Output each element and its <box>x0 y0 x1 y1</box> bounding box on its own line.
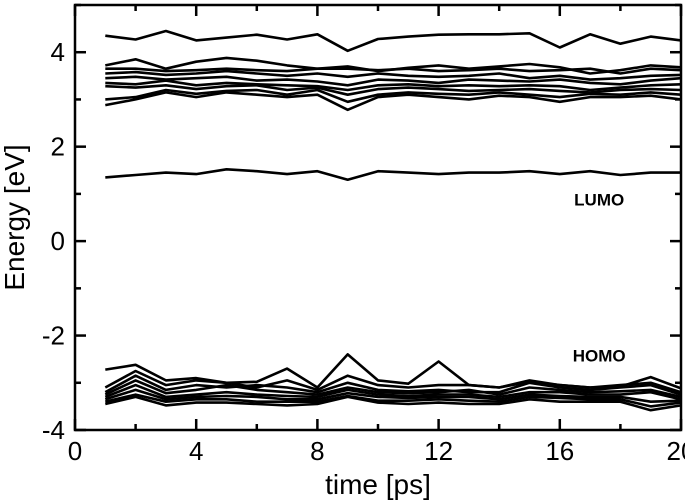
series-line-5 <box>105 75 682 87</box>
series-line-18 <box>105 395 682 412</box>
series-line-3 <box>105 67 682 75</box>
y-tick-label: 4 <box>51 37 65 67</box>
x-tick-label: 20 <box>667 436 685 466</box>
series-line-12 <box>104 369 682 394</box>
y-tick-label: 2 <box>51 132 65 162</box>
series-line-16 <box>104 388 682 403</box>
series-line-17 <box>105 393 682 408</box>
y-tick-label: -2 <box>42 321 65 351</box>
y-tick-label: 0 <box>51 226 65 256</box>
series-line-7 <box>105 84 682 96</box>
series-line-4 <box>105 69 682 81</box>
annotation-homo: HOMO <box>573 347 626 366</box>
x-tick-label: 12 <box>424 436 453 466</box>
annotations: LUMO HOMO <box>573 191 626 366</box>
tick-labels: 0 4 8 12 16 20 -4 -2 0 2 4 <box>42 37 685 466</box>
x-tick-label: 8 <box>310 436 324 466</box>
series-line-9 <box>105 91 682 112</box>
series-line-1 <box>105 29 682 53</box>
series-line-14 <box>104 379 682 399</box>
x-axis-title: time [ps] <box>325 469 431 500</box>
x-tick-label: 16 <box>545 436 574 466</box>
series-line-8 <box>105 88 682 104</box>
series-line-15 <box>104 383 682 401</box>
plot-lines <box>104 29 682 412</box>
y-tick-label: -4 <box>42 415 65 445</box>
axis-ticks <box>73 3 683 432</box>
series-line-13 <box>104 374 682 396</box>
x-tick-label: 0 <box>68 436 82 466</box>
y-axis-title: Energy [eV] <box>0 144 30 290</box>
x-tick-label: 4 <box>189 436 203 466</box>
series-line-6 <box>105 79 682 92</box>
series-line-10 <box>105 168 681 181</box>
annotation-lumo: LUMO <box>574 191 624 210</box>
